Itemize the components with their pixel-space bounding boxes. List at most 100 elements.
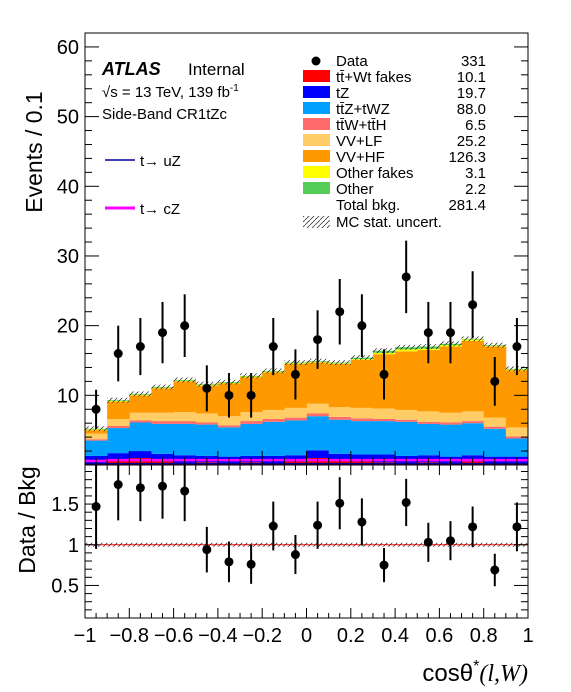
bar-tt-w-tt-h-14 — [395, 419, 418, 422]
legend-yield-ttw-tth: 6.5 — [465, 117, 486, 134]
bar-tt-w-tt-h-8 — [262, 419, 285, 422]
legend-swatch-other-fakes — [303, 166, 330, 178]
bar-vv-hf-19 — [505, 370, 529, 428]
uncert-band-11 — [328, 360, 351, 366]
legend-data-label: Data — [336, 53, 368, 70]
ratio-point-7 — [246, 559, 256, 569]
uncert-band-2 — [129, 391, 152, 397]
bar-vv-lf-13 — [372, 408, 396, 420]
legend-total-label: Total bkg. — [336, 197, 400, 214]
ratio-point-1 — [113, 480, 123, 490]
bar-tt-w-tt-h-1 — [107, 425, 130, 429]
bar-vv-lf-4 — [173, 412, 197, 422]
legend-swatch-ttw-tth — [303, 118, 330, 130]
legend-total-yield: 281.4 — [448, 197, 486, 214]
ratio-point-4 — [180, 486, 190, 496]
x-tick-label-1: −0.8 — [110, 625, 149, 647]
bar-tt-z-twz-17 — [461, 423, 485, 456]
bar-vv-lf-12 — [350, 407, 374, 419]
ratio-point-13 — [379, 560, 389, 570]
legend-data-marker — [311, 56, 321, 66]
ratio-point-2 — [135, 483, 145, 493]
legend-yield-other-fakes: 3.1 — [465, 165, 486, 182]
x-tick-label-3: −0.4 — [198, 625, 237, 647]
uncert-band-1 — [107, 397, 130, 403]
ratio-point-15 — [423, 537, 433, 547]
ratio-uncert-band — [85, 542, 528, 547]
bar-tt-z-twz-13 — [372, 421, 396, 455]
legend-label-ttz-twz: tt̄Z+tWZ — [336, 101, 390, 118]
legend-label-ttbar-wt-fakes: tt̄+Wt fakes — [336, 69, 411, 86]
bar-vv-hf-8 — [262, 372, 285, 410]
bar-tt-z-twz-12 — [350, 421, 374, 455]
legend-swatch-other — [303, 182, 330, 194]
ratio-point-10 — [313, 520, 323, 530]
bar-tt-w-tt-h-19 — [505, 436, 529, 439]
bar-tt-w-tt-h-11 — [328, 416, 352, 420]
ratio-point-11 — [335, 498, 345, 508]
ratio-point-8 — [268, 521, 278, 531]
legend-swatch-mc-uncert — [303, 216, 330, 228]
ratio-point-18 — [490, 565, 500, 575]
x-axis-label: cosθ*(l,W) — [422, 658, 528, 687]
bar-vv-lf-0 — [85, 433, 108, 440]
ratio-y-tick-label-1: 1 — [68, 535, 79, 557]
legend-label-mc-uncert: MC stat. uncert. — [336, 214, 442, 231]
y-tick-label-20: 20 — [57, 316, 79, 338]
uncert-band-3 — [151, 384, 174, 390]
legend-data-yield: 331 — [461, 53, 486, 70]
legend-yield-tz: 19.7 — [457, 85, 486, 102]
legend-swatch-ttz-twz — [303, 102, 330, 114]
data-point-4 — [180, 321, 190, 331]
bar-tt-z-twz-7 — [240, 423, 263, 456]
bar-tz-10 — [306, 450, 330, 459]
bar-vv-lf-1 — [107, 419, 130, 426]
y-tick-label-10: 10 — [57, 385, 79, 407]
bar-tt-w-tt-h-6 — [217, 425, 241, 428]
data-point-19 — [512, 342, 522, 352]
atlas-label: ATLAS — [101, 59, 161, 79]
y-tick-label-60: 60 — [57, 37, 79, 59]
ratio-panel — [85, 465, 528, 587]
uncert-band-4 — [173, 377, 196, 383]
ratio-point-3 — [158, 481, 168, 491]
bar-vv-hf-2 — [129, 395, 152, 413]
ratio-point-5 — [202, 545, 212, 555]
legend-label-ttw-tth: tt̄W+tt̄H — [336, 117, 386, 134]
energy-lumi-superscript: -1 — [230, 83, 239, 94]
x-tick-label-4: −0.2 — [242, 625, 281, 647]
bar-vv-lf-15 — [417, 411, 440, 422]
bar-tt-w-tt-h-9 — [284, 417, 307, 421]
bar-tt-z-twz-0 — [85, 440, 108, 456]
data-point-0 — [91, 404, 101, 414]
data-point-5 — [202, 383, 212, 393]
x-axis-label-superscript: * — [473, 658, 479, 675]
bar-tt-w-tt-h-17 — [461, 421, 485, 424]
bar-tt-w-tt-h-7 — [240, 421, 263, 424]
bar-vv-hf-4 — [173, 381, 197, 413]
data-point-13 — [379, 369, 389, 379]
bar-tt-w-tt-h-13 — [372, 419, 396, 422]
data-point-18 — [490, 376, 500, 386]
internal-label: Internal — [188, 60, 245, 79]
bar-tt-z-twz-6 — [217, 427, 241, 457]
bar-tz-11 — [328, 453, 352, 461]
bar-tt-w-tt-h-3 — [151, 421, 174, 424]
legend-label-other-fakes: Other fakes — [336, 165, 414, 182]
y-tick-label-40: 40 — [57, 176, 79, 198]
bar-vv-lf-5 — [195, 413, 219, 423]
data-point-9 — [290, 369, 300, 379]
legend-swatch-vv-lf — [303, 134, 330, 146]
ratio-point-9 — [290, 550, 300, 560]
bar-vv-lf-9 — [284, 407, 307, 418]
x-tick-label-2: −0.6 — [154, 625, 193, 647]
bar-tt-w-tt-h-12 — [350, 418, 374, 422]
bar-tt-z-twz-2 — [129, 422, 152, 452]
bar-vv-lf-3 — [151, 412, 174, 422]
data-point-1 — [113, 349, 123, 359]
bar-vv-hf-1 — [107, 401, 130, 420]
bar-tt-z-twz-15 — [417, 423, 440, 456]
bar-tt-w-tt-h-10 — [306, 413, 330, 417]
legend-yield-other: 2.2 — [465, 181, 486, 198]
legend-uz-label: t→ uZ — [140, 153, 181, 170]
